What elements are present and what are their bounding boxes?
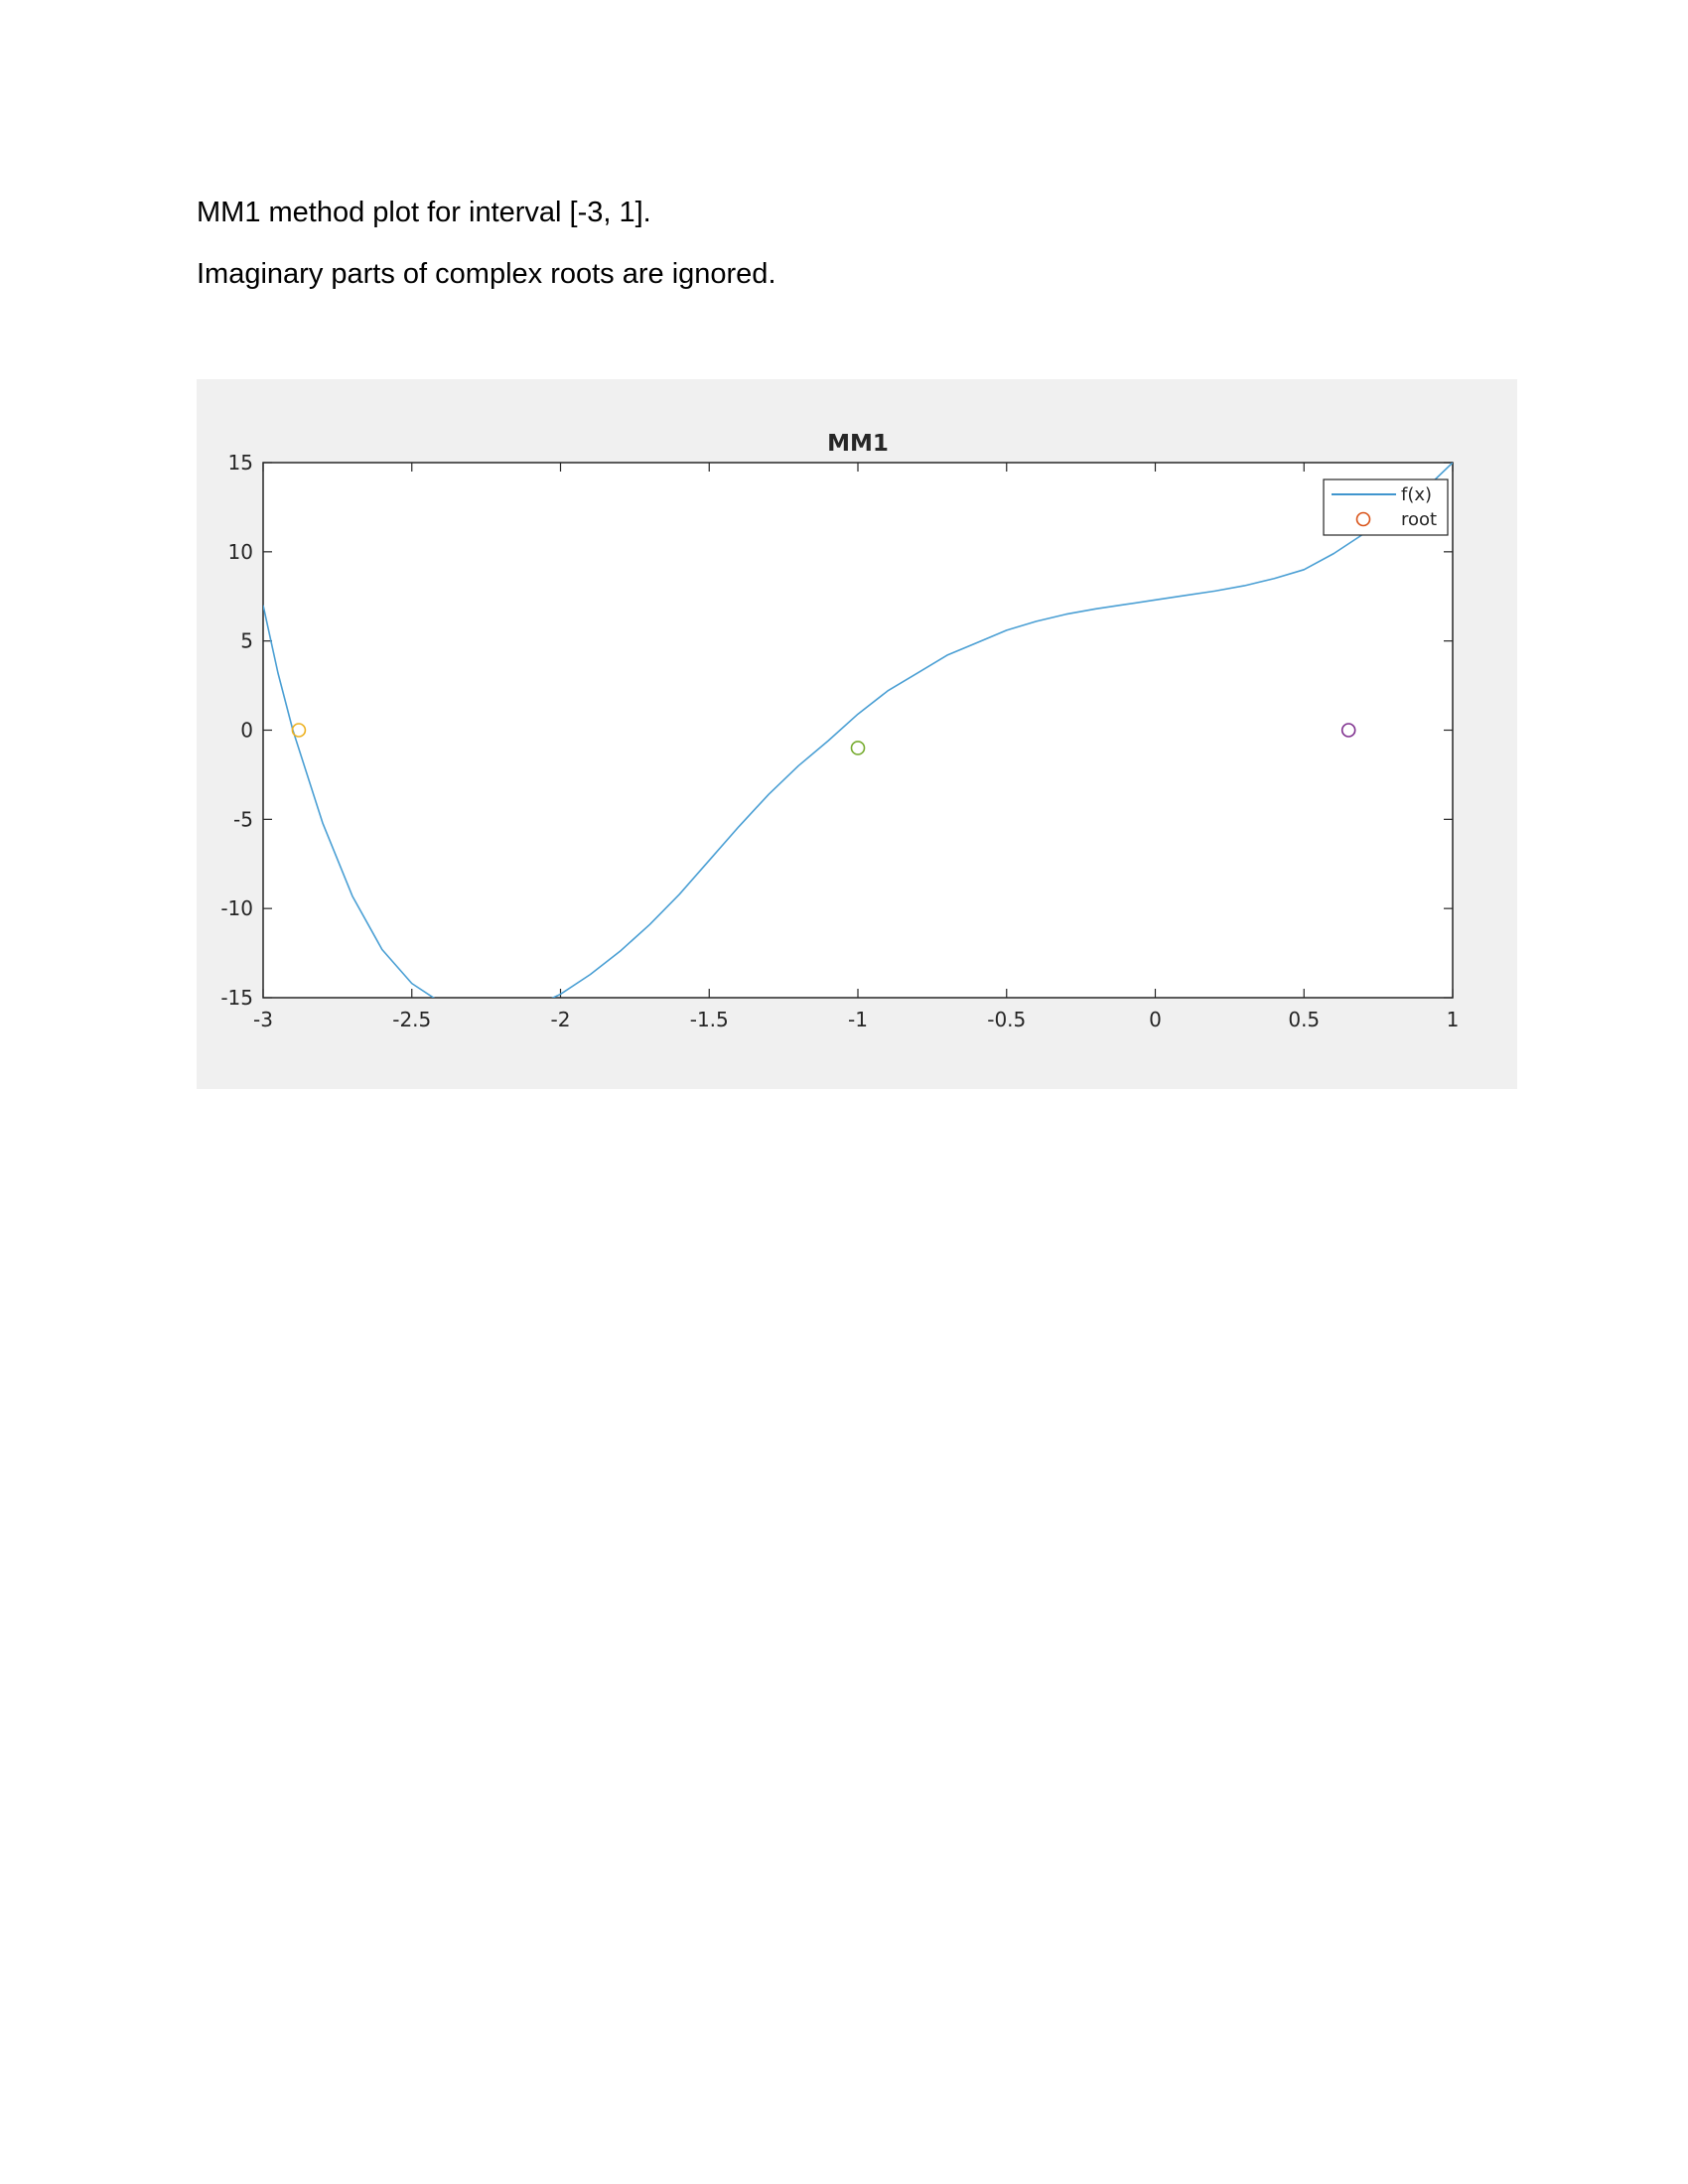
x-tick-label: 0: [1149, 1008, 1162, 1031]
chart: MM1 -3 -2.5 -2 -1.5 -1 -0.5 0 0.5 1 15 10 5 0 -5 -10 -1…: [220, 431, 1459, 1031]
root-marker: [1340, 723, 1356, 738]
legend-label: f(x): [1401, 484, 1432, 505]
legend-circle-marker: [1355, 511, 1371, 527]
x-tick-label: -3: [253, 1008, 273, 1031]
x-tick-label: 0.5: [1288, 1008, 1320, 1031]
legend: f(x) root: [1323, 478, 1449, 536]
series-layer: [263, 463, 1453, 998]
root-marker: [291, 723, 307, 738]
series-line-f(x): [263, 463, 1453, 998]
y-tick-label: -15: [220, 986, 253, 1010]
y-tick-label: 15: [228, 451, 253, 475]
root-marker: [850, 741, 866, 755]
x-tick-label: -1.5: [690, 1008, 729, 1031]
y-tick-label: -5: [233, 807, 253, 831]
description-line-2: Imaginary parts of complex roots are ign…: [197, 258, 776, 290]
plot-area: [262, 462, 1454, 999]
legend-label: root: [1401, 509, 1437, 530]
y-tick-label: 0: [240, 719, 253, 743]
x-tick-label: -2: [551, 1008, 571, 1031]
x-tick-label: -1: [848, 1008, 868, 1031]
x-tick-label: -2.5: [392, 1008, 431, 1031]
y-tick-label: 10: [228, 540, 253, 564]
figure-panel: MM1 -3 -2.5 -2 -1.5 -1 -0.5 0 0.5 1 15 10 5 0 -5 -10 -1…: [197, 379, 1517, 1089]
legend-box: [1323, 478, 1449, 536]
y-tick-label: 5: [240, 629, 253, 653]
chart-title: MM1: [827, 431, 889, 457]
axis-ticks: -3 -2.5 -2 -1.5 -1 -0.5 0 0.5 1 15 10 5 0 -5 -10 -15: [220, 451, 1459, 1031]
axes-box: [262, 462, 1454, 999]
x-tick-label: 1: [1447, 1008, 1460, 1031]
description-line-1: MM1 method plot for interval [-3, 1].: [197, 197, 651, 228]
x-tick-label: -0.5: [987, 1008, 1026, 1031]
y-tick-label: -10: [220, 896, 253, 920]
